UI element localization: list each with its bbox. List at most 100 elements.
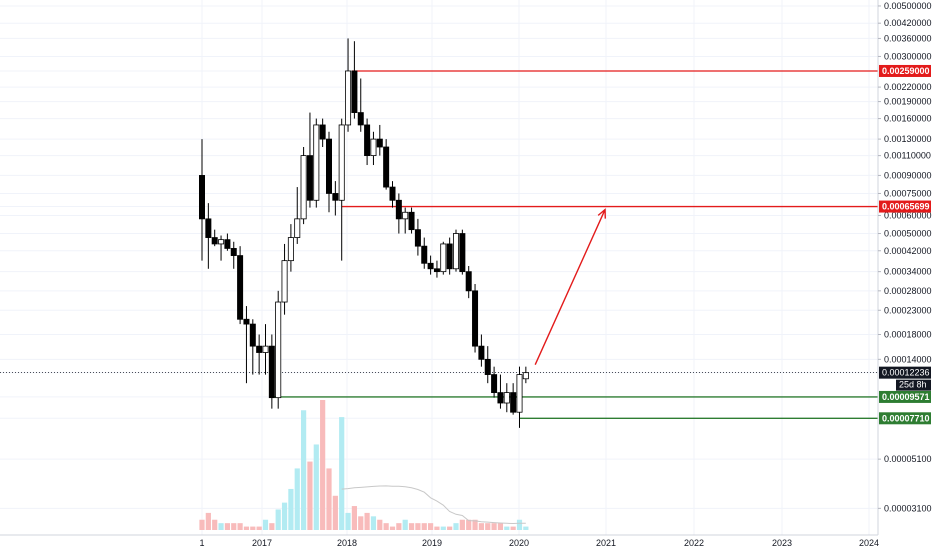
volume-bar — [415, 523, 421, 530]
candle-body — [402, 211, 409, 220]
candle-body — [478, 345, 485, 360]
price-tick-label: 0.00028000 — [884, 286, 932, 296]
volume-bar — [205, 512, 211, 530]
volume-bar — [243, 526, 250, 530]
candle-body — [433, 268, 440, 273]
candle-body — [338, 124, 345, 201]
volume-bar — [485, 523, 491, 530]
candle-body — [249, 323, 256, 347]
volume-bar — [237, 523, 243, 530]
arrow-head — [597, 208, 606, 219]
candle-body — [218, 239, 225, 245]
volume-bar — [339, 417, 345, 530]
price-tick-label: 0.00420000 — [884, 18, 932, 28]
time-tick-label: 2019 — [422, 538, 442, 548]
price-tick-label: 0.00003100 — [884, 503, 932, 513]
candle-body — [408, 211, 415, 231]
volume-bar — [370, 516, 377, 530]
candle-body — [262, 345, 269, 353]
time-tick-label: 2021 — [596, 538, 616, 548]
volume-bar — [523, 526, 529, 530]
price-tick-label: 0.00500000 — [884, 1, 932, 11]
projection-arrow[interactable] — [534, 208, 606, 365]
time-tick-label: 1 — [199, 538, 204, 548]
price-tick-label: 0.00023000 — [884, 305, 932, 315]
candle-body — [345, 70, 352, 126]
candle-body — [205, 218, 212, 238]
volume-bar — [466, 519, 472, 530]
candle-body — [357, 112, 364, 126]
candle-body — [491, 374, 498, 393]
candle-body — [395, 199, 402, 220]
price-tick-label: 0.00190000 — [884, 97, 932, 107]
candle-body — [446, 243, 453, 270]
candle-body — [370, 138, 377, 157]
grid-lines — [0, 0, 878, 535]
price-axis[interactable]: 0.00500000 0.00420000 0.00360000 0.00300000… — [878, 1, 932, 513]
volume-bar — [421, 523, 427, 530]
candle-body — [332, 193, 339, 201]
price-tick-label: 0.00220000 — [884, 82, 932, 92]
candlesticks — [198, 38, 529, 428]
volume-bar — [231, 523, 237, 530]
volume-bar — [434, 526, 440, 530]
price-tags: 0.00259000 0.00065699 0.00009571 0.00007710… — [879, 64, 931, 425]
price-tick-label: 0.00160000 — [884, 114, 932, 124]
volume-bar — [212, 519, 218, 530]
volume-bar — [396, 523, 402, 530]
volume-bar — [428, 523, 434, 530]
candle-body — [319, 124, 326, 140]
candle-body — [287, 237, 294, 262]
candle-body — [459, 233, 466, 273]
price-tick-label: 0.00005100 — [884, 454, 932, 464]
time-axis[interactable]: 1 2017 2018 2019 2020 2021 2022 2023 2024 — [199, 538, 879, 548]
price-tick-label: 0.00360000 — [884, 33, 932, 43]
current-price-tag — [879, 366, 931, 379]
candle-body — [275, 301, 282, 399]
candle-body — [300, 155, 307, 220]
volume-bar — [301, 410, 307, 530]
candle-body — [516, 374, 523, 413]
candle-body — [268, 345, 275, 399]
candle-body — [414, 229, 421, 247]
volume-bar — [326, 468, 332, 530]
volume-bar — [504, 526, 510, 530]
volume-bar — [478, 523, 484, 530]
candle-body — [465, 271, 472, 292]
price-tag-label: 0.00009571 — [882, 392, 930, 402]
volume-bar — [224, 523, 230, 530]
price-tick-label: 0.00110000 — [884, 151, 931, 161]
horizontal-levels[interactable] — [0, 70, 878, 419]
candle-body — [510, 392, 517, 413]
volume-bar — [269, 523, 275, 530]
candle-body — [211, 237, 218, 245]
candle-body — [224, 239, 231, 249]
volume-bar — [199, 519, 205, 530]
time-tick-label: 2020 — [509, 538, 529, 548]
volume-bar — [250, 526, 256, 530]
volume-bar — [332, 495, 338, 530]
price-tag — [879, 64, 931, 77]
candle-body — [497, 392, 504, 404]
current-price-tag-label: 0.00012236 — [882, 368, 930, 378]
price-tag-label: 0.00259000 — [882, 66, 930, 76]
volume-bar — [262, 519, 269, 530]
volume-bar — [288, 488, 294, 530]
candle-body — [351, 70, 358, 113]
price-tag — [879, 412, 931, 425]
volume-bar — [320, 400, 326, 530]
volume-bar — [516, 519, 523, 530]
volume-bar — [408, 523, 415, 530]
price-tag — [879, 200, 931, 213]
candle-body — [294, 218, 301, 238]
candle-body — [427, 262, 434, 270]
price-tick-label: 0.00060000 — [884, 211, 932, 221]
candle-body — [313, 124, 320, 201]
candle-body — [389, 186, 396, 201]
time-tick-label: 2018 — [337, 538, 357, 548]
volume-bar — [510, 526, 516, 530]
volume-bar — [497, 523, 504, 530]
volume-bar — [440, 526, 446, 530]
candle-body — [376, 138, 383, 148]
